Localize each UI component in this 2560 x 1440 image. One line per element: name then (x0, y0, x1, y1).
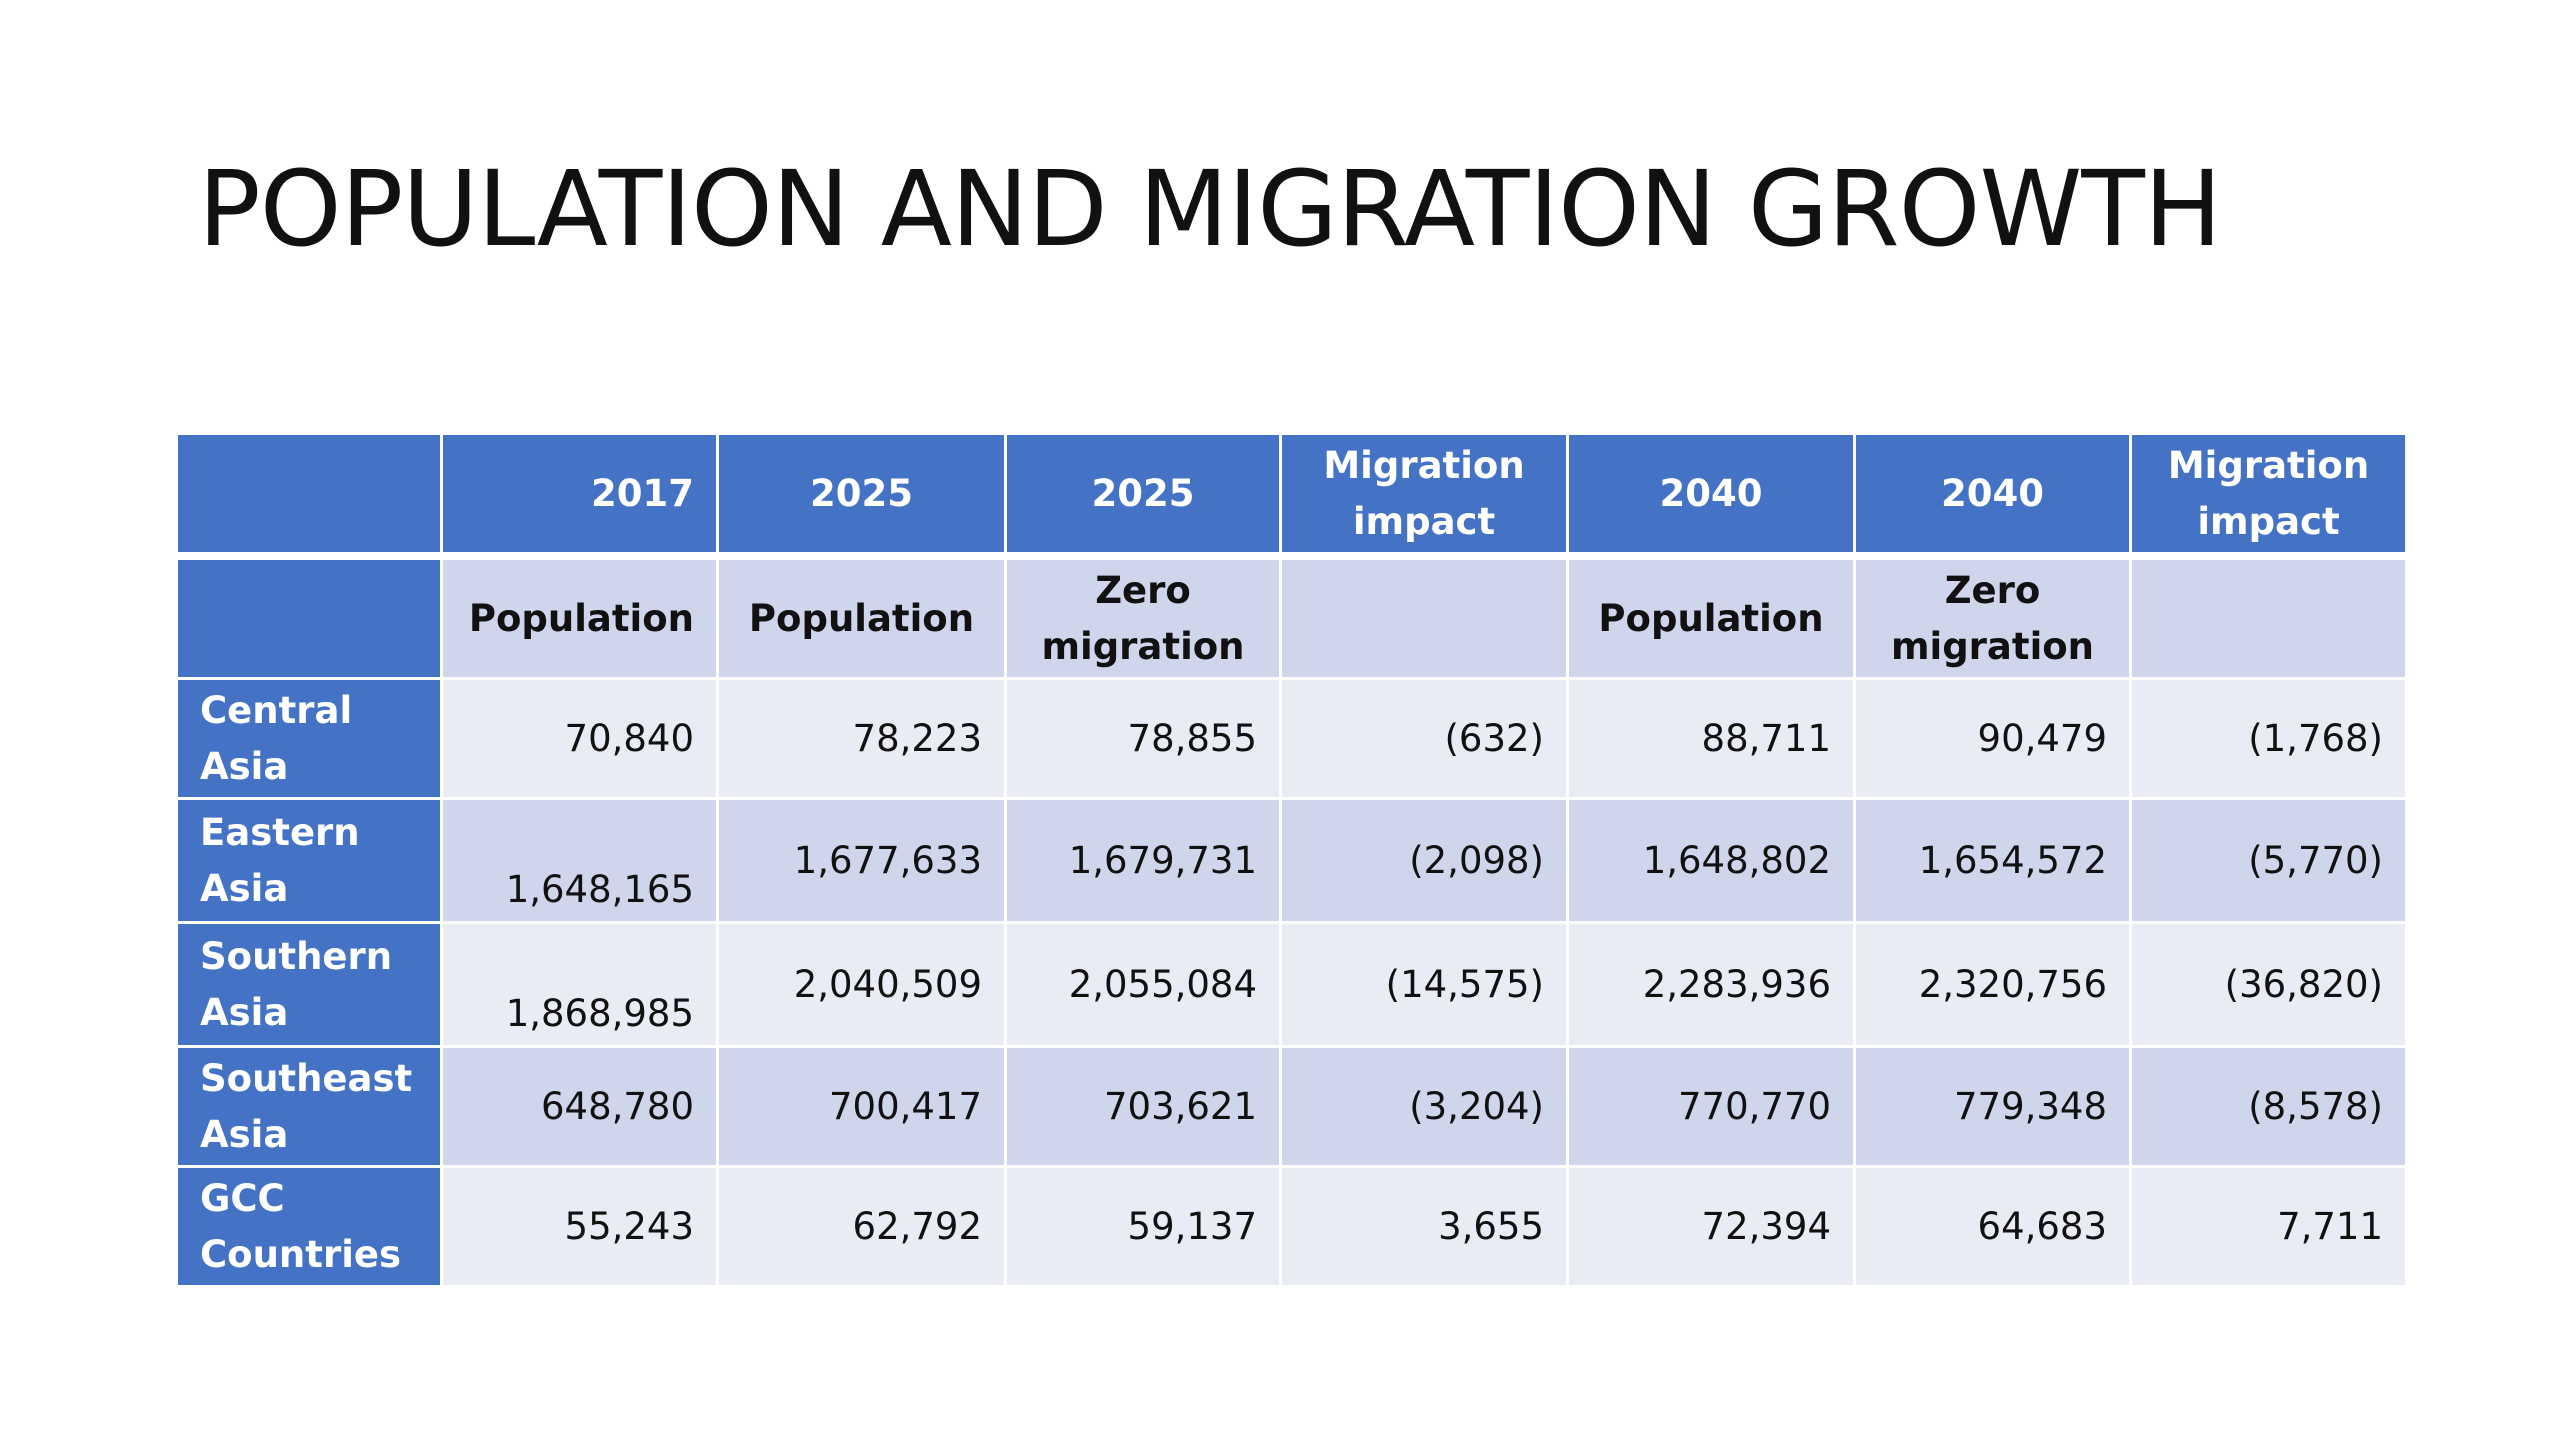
table-cell: (36,820) (2129, 922, 2408, 1048)
table-cell: 78,855 (1004, 678, 1282, 800)
subheader-cell-migration-impact-2025 (1279, 556, 1569, 680)
table-cell: 90,479 (1853, 678, 2132, 800)
table-cell: 1,677,633 (716, 798, 1007, 924)
table-row: Eastern Asia 1,648,165 1,677,633 1,679,7… (175, 798, 2408, 924)
header-cell-2040-zero-migration: 2040 (1853, 435, 2132, 560)
header-cell-corner (175, 435, 443, 560)
table-cell: (3,204) (1279, 1046, 1569, 1168)
table-cell: 7,711 (2129, 1166, 2408, 1288)
subheader-cell-corner (175, 556, 443, 680)
table-cell: 55,243 (440, 1166, 719, 1288)
table-cell: 1,654,572 (1853, 798, 2132, 924)
table-cell: 72,394 (1566, 1166, 1856, 1288)
table-cell: (2,098) (1279, 798, 1569, 924)
subheader-cell-2025-zero-migration: Zero migration (1004, 556, 1282, 680)
table-cell: (1,768) (2129, 678, 2408, 800)
table-cell: 1,648,165 (440, 798, 719, 924)
header-row-types: Population Population Zero migration Pop… (175, 556, 2408, 680)
table-cell: 70,840 (440, 678, 719, 800)
table-cell: 64,683 (1853, 1166, 2132, 1288)
table-cell: 59,137 (1004, 1166, 1282, 1288)
header-cell-2017: 2017 (440, 435, 719, 560)
table-cell: (14,575) (1279, 922, 1569, 1048)
table-cell: 700,417 (716, 1046, 1007, 1168)
subheader-cell-2017: Population (440, 556, 719, 680)
header-cell-2025-zero-migration: 2025 (1004, 435, 1282, 560)
table-cell: 770,770 (1566, 1046, 1856, 1168)
subheader-cell-2040-population: Population (1566, 556, 1856, 680)
subheader-cell-migration-impact-2040 (2129, 556, 2408, 680)
table-cell: 2,283,936 (1566, 922, 1856, 1048)
header-cell-2040-population: 2040 (1566, 435, 1856, 560)
header-cell-migration-impact-2040: Migration impact (2129, 435, 2408, 560)
table-cell: 88,711 (1566, 678, 1856, 800)
table-cell: 1,868,985 (440, 922, 719, 1048)
table-cell: 62,792 (716, 1166, 1007, 1288)
table-cell: 2,320,756 (1853, 922, 2132, 1048)
table-row: GCC Countries 55,243 62,792 59,137 3,655… (175, 1166, 2408, 1288)
table-cell: 78,223 (716, 678, 1007, 800)
table-cell: 648,780 (440, 1046, 719, 1168)
table-cell: 2,055,084 (1004, 922, 1282, 1048)
header-cell-migration-impact-2025: Migration impact (1279, 435, 1569, 560)
region-label: Southeast Asia (175, 1046, 443, 1168)
table-cell: 779,348 (1853, 1046, 2132, 1168)
table-cell: 2,040,509 (716, 922, 1007, 1048)
table-cell: (632) (1279, 678, 1569, 800)
region-label: Southern Asia (175, 922, 443, 1048)
table-cell: 3,655 (1279, 1166, 1569, 1288)
table-cell: (5,770) (2129, 798, 2408, 924)
table-row: Southern Asia 1,868,985 2,040,509 2,055,… (175, 922, 2408, 1048)
population-migration-table: 2017 2025 2025 Migration impact 2040 204… (175, 435, 2408, 1288)
table-cell: 1,679,731 (1004, 798, 1282, 924)
subheader-cell-2040-zero-migration: Zero migration (1853, 556, 2132, 680)
table-row: Southeast Asia 648,780 700,417 703,621 (… (175, 1046, 2408, 1168)
slide-title: POPULATION AND MIGRATION GROWTH (198, 148, 2222, 270)
table-row: Central Asia 70,840 78,223 78,855 (632) … (175, 678, 2408, 800)
table-cell: 1,648,802 (1566, 798, 1856, 924)
table-cell: (8,578) (2129, 1046, 2408, 1168)
header-cell-2025-population: 2025 (716, 435, 1007, 560)
region-label: Central Asia (175, 678, 443, 800)
region-label: GCC Countries (175, 1166, 443, 1288)
table-cell: 703,621 (1004, 1046, 1282, 1168)
subheader-cell-2025-population: Population (716, 556, 1007, 680)
header-row-years: 2017 2025 2025 Migration impact 2040 204… (175, 435, 2408, 560)
region-label: Eastern Asia (175, 798, 443, 924)
